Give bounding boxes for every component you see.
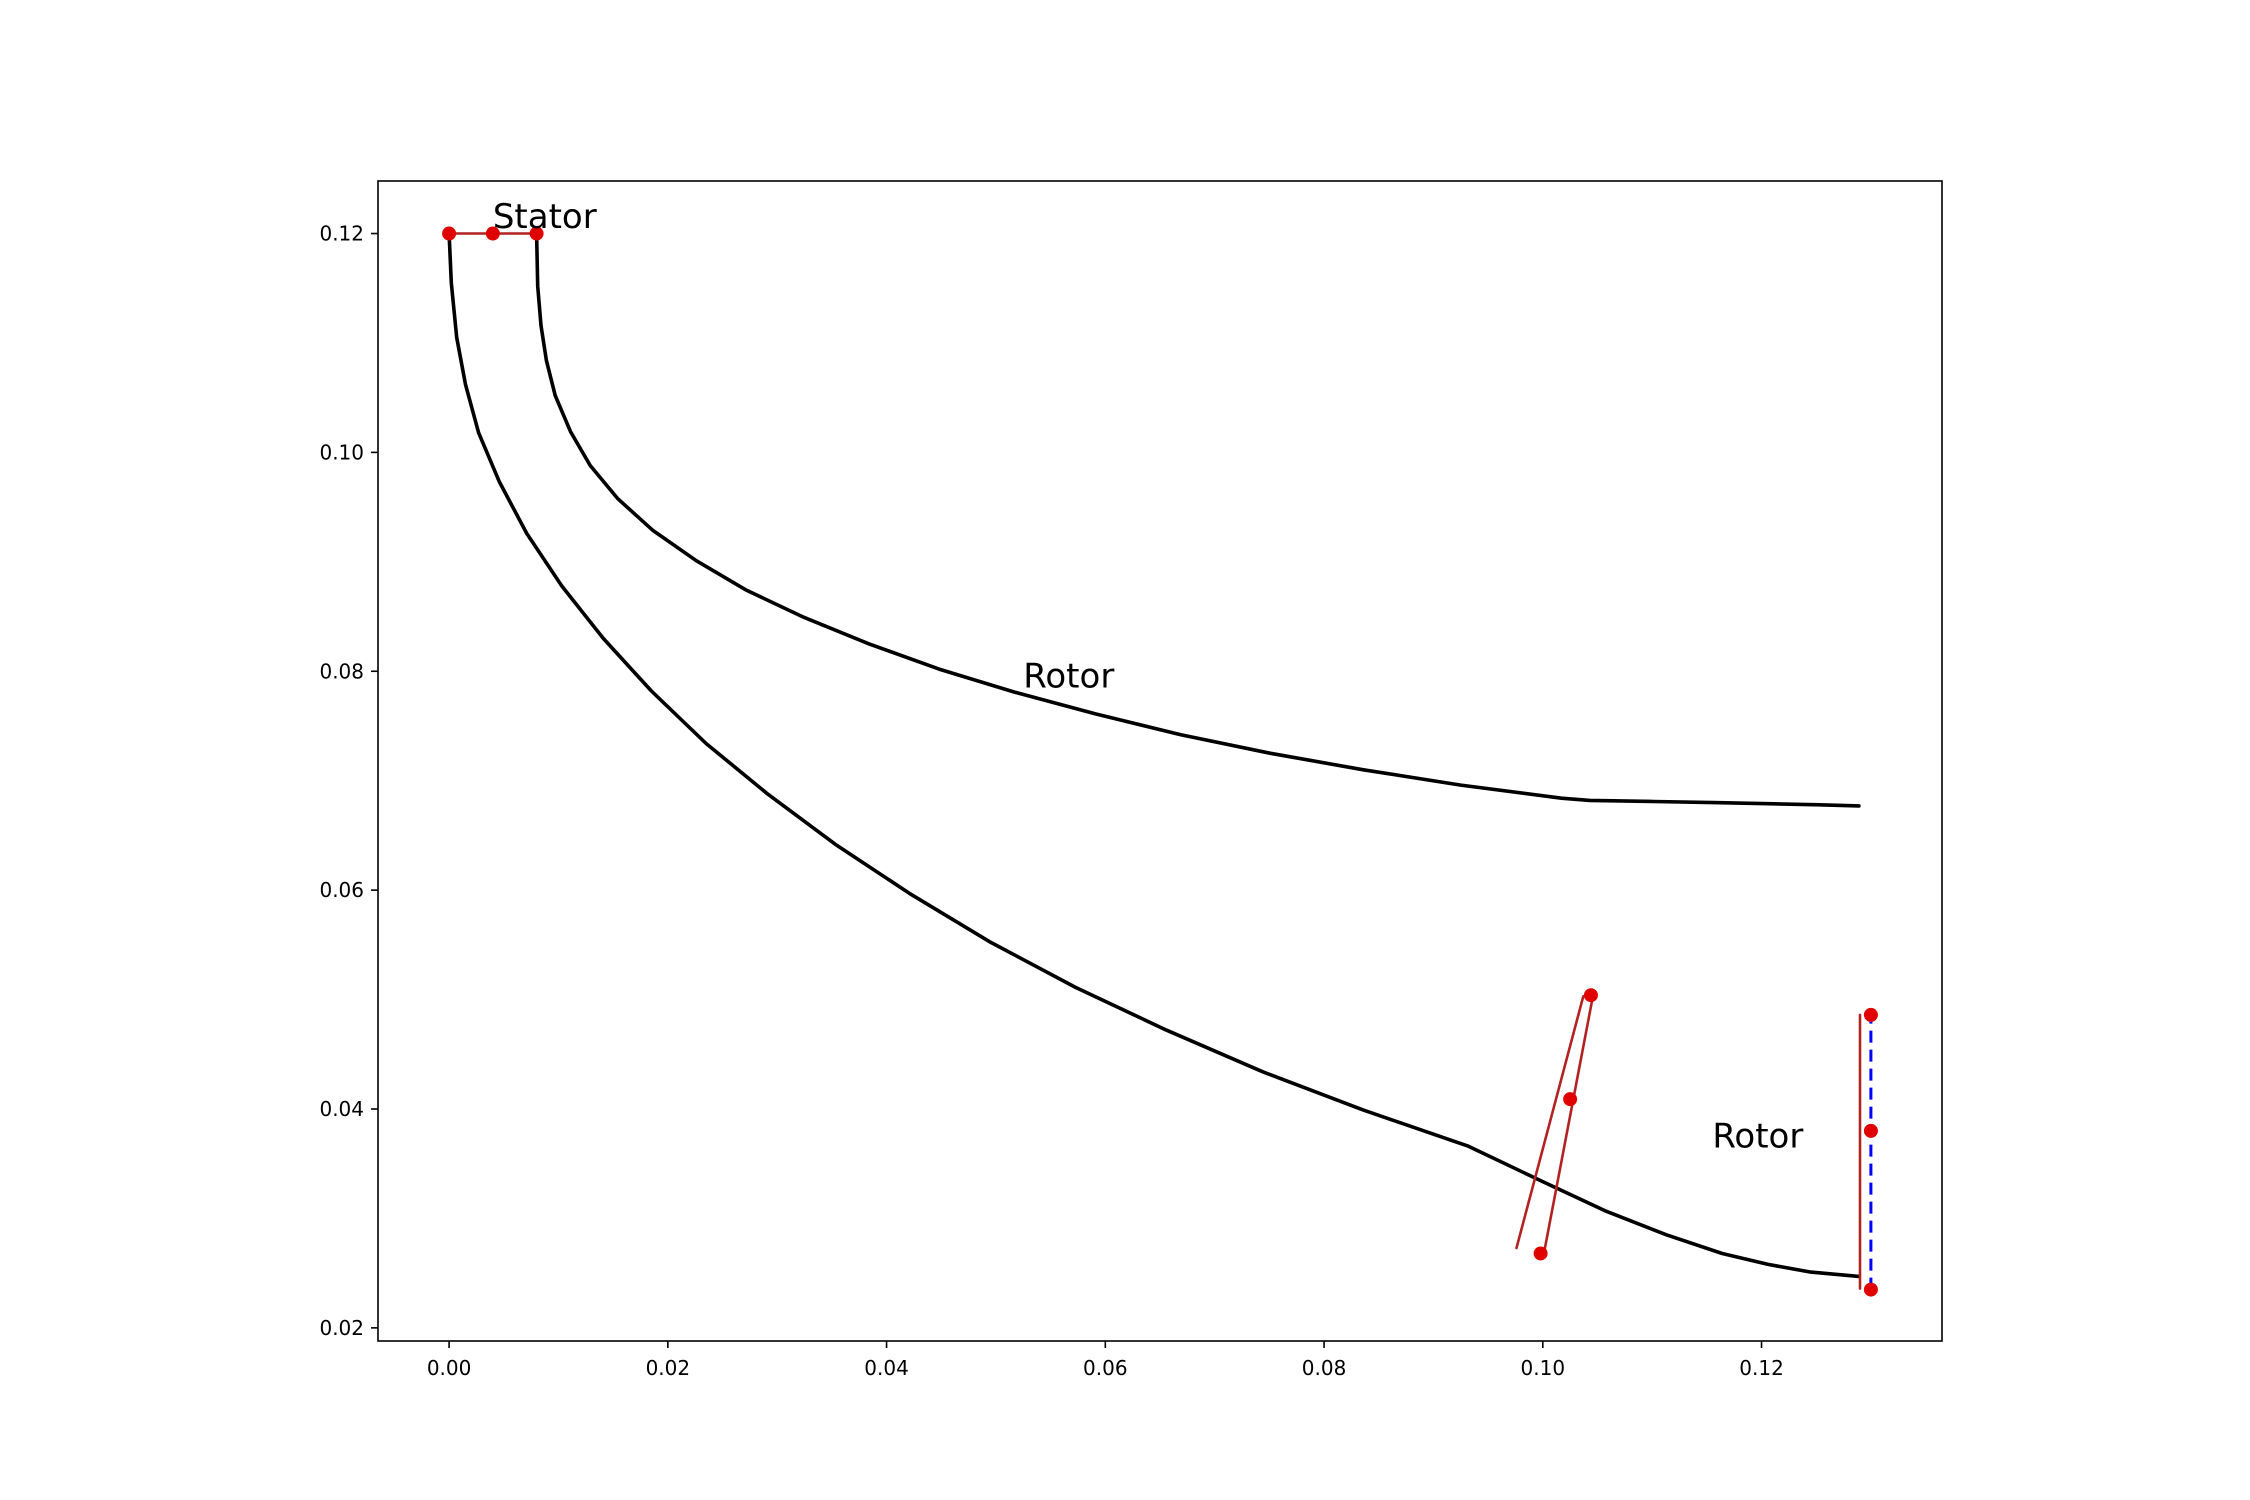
y-tick-label: 0.08	[319, 659, 364, 683]
axes-border	[377, 180, 1943, 1342]
series-interface-line-1	[1515, 994, 1585, 1250]
x-tick-label: 0.00	[427, 1356, 472, 1380]
control-point-4	[1583, 988, 1598, 1003]
axes-frame: 0.00 0.02 0.04 0.06 0.08 0.10 0.12 0.02 0.04 0.06…	[319, 180, 1943, 1380]
annotation-rotor-3: Rotor	[1712, 1116, 1803, 1156]
series-shroud	[534, 231, 1861, 808]
annotation-rotor-2: Rotor	[1023, 657, 1114, 697]
x-tick-label: 0.02	[646, 1356, 691, 1380]
control-point-8	[1863, 1123, 1878, 1138]
control-point-3	[529, 226, 544, 241]
control-point-9	[1863, 1282, 1878, 1297]
control-point-5	[1563, 1092, 1578, 1107]
marker-layer	[442, 226, 1878, 1297]
y-tick-label: 0.04	[319, 1097, 364, 1121]
x-tick-label: 0.10	[1521, 1356, 1566, 1380]
x-tick-label: 0.12	[1739, 1356, 1784, 1380]
y-tick-label: 0.06	[319, 878, 364, 902]
annotation-layer: Stator Rotor Rotor	[493, 197, 1804, 1156]
x-tick-label: 0.06	[1083, 1356, 1128, 1380]
control-point-7	[1863, 1007, 1878, 1022]
y-tick-label: 0.02	[319, 1316, 364, 1340]
y-tick-label: 0.12	[319, 222, 364, 246]
series-hub	[447, 231, 1861, 1279]
series-layer	[447, 231, 1873, 1290]
annotation-stator-1: Stator	[493, 197, 597, 237]
control-point-2	[485, 226, 500, 241]
series-interface-line-2	[1542, 993, 1595, 1255]
y-tick-label: 0.10	[319, 440, 364, 464]
x-tick-label: 0.04	[864, 1356, 909, 1380]
control-point-1	[442, 226, 457, 241]
x-tick-label: 0.08	[1302, 1356, 1347, 1380]
control-point-6	[1533, 1246, 1548, 1261]
